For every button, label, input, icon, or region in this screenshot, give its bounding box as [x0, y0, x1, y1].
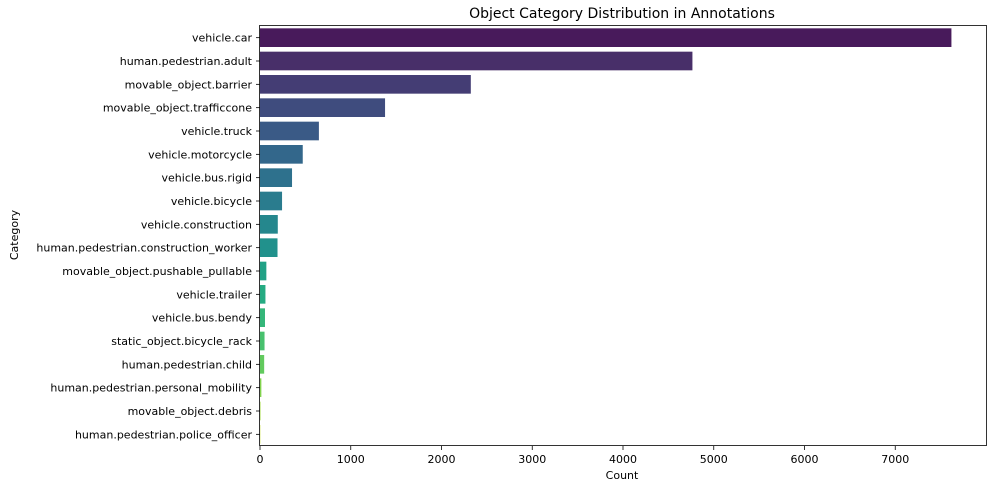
- bar-vehicle-truck: [260, 121, 319, 141]
- bar-vehicle-bicycle: [260, 191, 283, 211]
- bar-vehicle-car: [260, 28, 952, 47]
- bar-vehicle-trailer: [260, 285, 266, 304]
- y-tick-label: movable_object.debris: [128, 405, 253, 418]
- x-tick-label: 2000: [428, 453, 456, 466]
- y-tick-label: vehicle.construction: [141, 218, 252, 231]
- y-tick-label: vehicle.car: [192, 32, 252, 45]
- bar-human-pedestrian-construction-worker: [260, 238, 278, 257]
- y-tick-label: vehicle.truck: [181, 125, 253, 138]
- x-tick-label: 5000: [700, 453, 728, 466]
- y-tick-label: human.pedestrian.personal_mobility: [50, 382, 252, 395]
- x-tick-label: 4000: [609, 453, 637, 466]
- bar-vehicle-motorcycle: [260, 145, 303, 164]
- bar-movable-object-pushable-pullable: [260, 261, 267, 281]
- y-tick-label: movable_object.trafficcone: [103, 102, 252, 115]
- plot-frame: [259, 25, 987, 446]
- y-tick-label: movable_object.barrier: [125, 78, 253, 91]
- chart-title: Object Category Distribution in Annotati…: [469, 6, 775, 22]
- bar-movable-object-barrier: [260, 75, 471, 94]
- x-tick-label: 1000: [337, 453, 365, 466]
- y-axis-ticks: vehicle.car human.pedestrian.adult movable…: [36, 32, 260, 441]
- bar-human-pedestrian-adult: [260, 51, 693, 71]
- bar-vehicle-construction: [260, 215, 278, 234]
- bar-vehicle-bus-rigid: [260, 168, 293, 187]
- bar-human-pedestrian-child: [260, 355, 265, 374]
- y-tick-label: human.pedestrian.child: [122, 358, 252, 371]
- y-axis-title: Category: [8, 209, 21, 260]
- y-tick-label: movable_object.pushable_pullable: [62, 265, 252, 278]
- y-tick-label: human.pedestrian.construction_worker: [36, 242, 252, 255]
- y-tick-label: static_object.bicycle_rack: [111, 335, 252, 348]
- y-tick-label: vehicle.bus.bendy: [152, 312, 253, 325]
- y-tick-label: human.pedestrian.police_officer: [75, 428, 253, 441]
- y-tick-label: human.pedestrian.adult: [120, 55, 253, 68]
- x-tick-label: 6000: [791, 453, 819, 466]
- y-tick-label: vehicle.motorcycle: [148, 148, 252, 161]
- bar-vehicle-bus-bendy: [260, 308, 265, 327]
- y-tick-label: vehicle.bus.rigid: [162, 172, 252, 185]
- x-tick-label: 0: [257, 453, 264, 466]
- bar-movable-object-trafficcone: [260, 98, 386, 117]
- y-tick-label: vehicle.trailer: [176, 288, 252, 301]
- x-tick-label: 3000: [518, 453, 546, 466]
- x-axis-ticks: 0 1000 2000 3000 4000 5000 6000 7000: [257, 446, 909, 466]
- x-tick-label: 7000: [881, 453, 909, 466]
- x-axis-title: Count: [606, 469, 639, 482]
- bar-static-object-bicycle-rack: [260, 331, 265, 351]
- bars-group: [260, 28, 952, 444]
- bar-human-pedestrian-personal-mobility: [260, 378, 262, 397]
- y-tick-label: vehicle.bicycle: [171, 195, 252, 208]
